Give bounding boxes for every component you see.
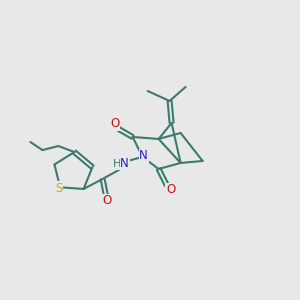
Text: O: O [110, 118, 119, 130]
Text: H: H [112, 159, 121, 169]
Text: S: S [56, 182, 63, 195]
Text: N: N [139, 149, 148, 163]
Text: N: N [120, 158, 129, 170]
Text: O: O [166, 184, 175, 196]
Text: O: O [102, 194, 111, 208]
